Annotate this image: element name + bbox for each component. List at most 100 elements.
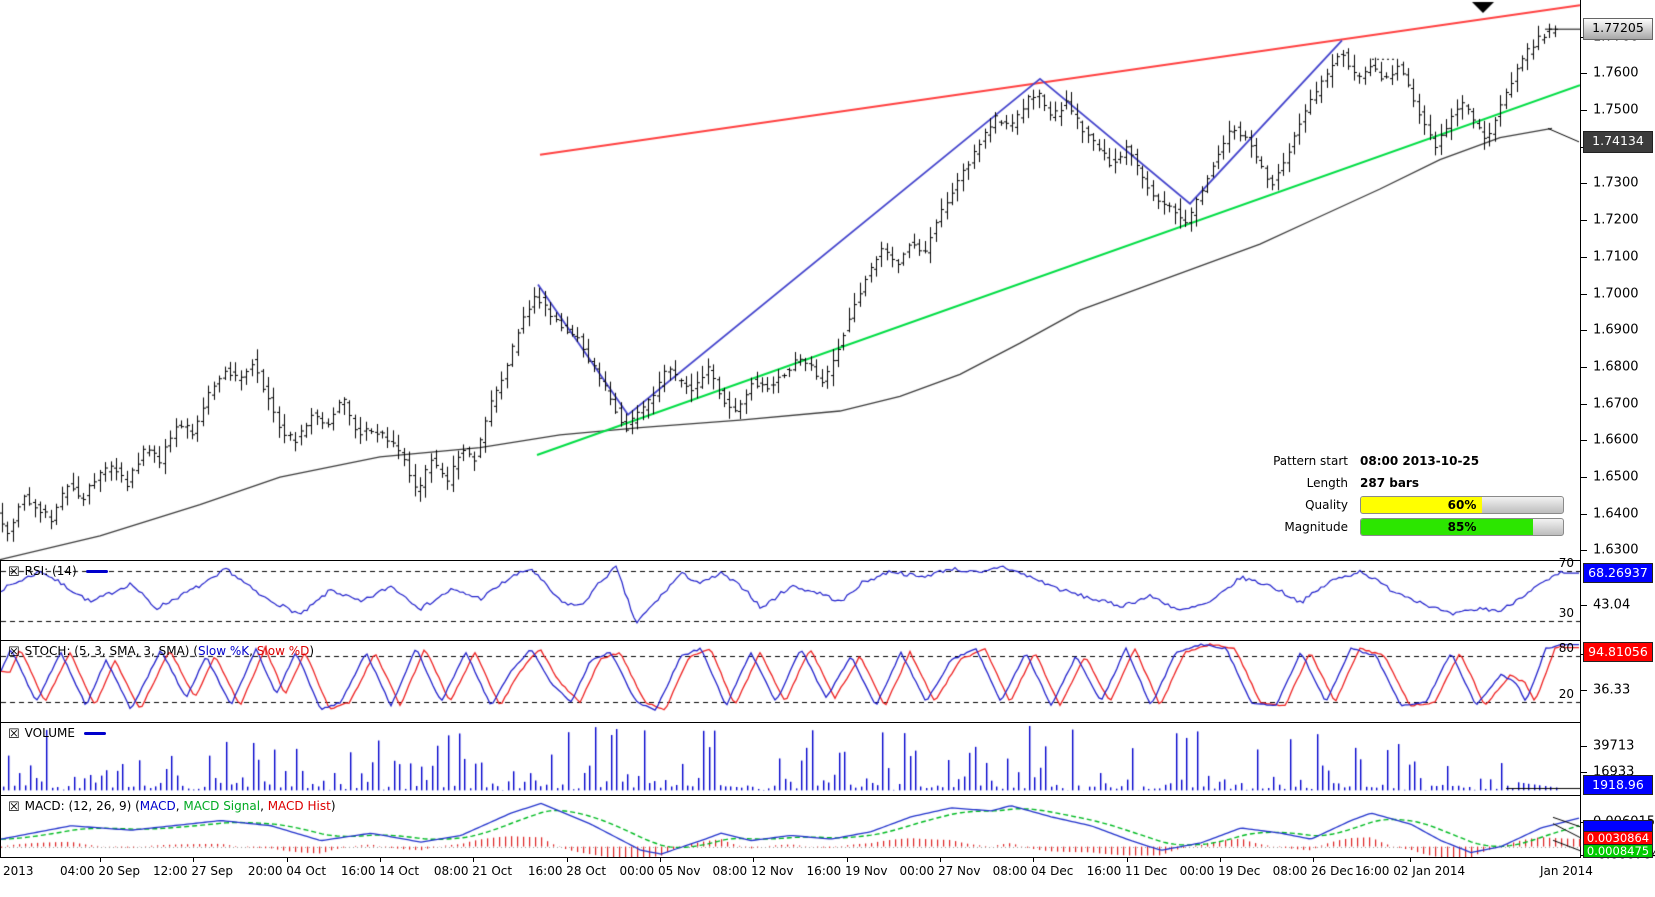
axis-tick-label: 1.6300 <box>1593 542 1639 558</box>
axis-tick-mark <box>1581 690 1587 691</box>
time-axis-label: 04:00 20 Sep <box>59 864 141 878</box>
axis-tick-label: 1.7200 <box>1593 212 1639 228</box>
rsi-legend: ☒ RSI: (14) <box>8 564 108 580</box>
level-label: 80 <box>1558 641 1574 656</box>
rsi-visibility-checkbox[interactable]: ☒ <box>8 565 20 580</box>
volume-visibility-checkbox[interactable]: ☒ <box>8 727 20 742</box>
level-label: 20 <box>1558 687 1574 702</box>
axis-tick-label: 1.6800 <box>1593 359 1639 375</box>
time-axis-tick <box>1220 858 1221 862</box>
time-axis-tick <box>940 858 941 862</box>
level-label: 30 <box>1558 606 1574 620</box>
axis-tick-label: 1.7600 <box>1593 65 1639 81</box>
rsi-chart-canvas[interactable] <box>1 561 1581 640</box>
time-axis-label: 16:00 11 Dec <box>1086 864 1168 878</box>
legend-part: MACD <box>139 799 176 813</box>
time-axis-label: 16:00 02 Jan 2014 <box>1354 864 1466 878</box>
time-axis-tick <box>1033 858 1034 862</box>
axis-tick-mark <box>1581 772 1587 773</box>
legend-part: ) <box>309 644 315 658</box>
axis-tick-mark <box>1581 514 1587 515</box>
axis-tick-label: 1.7300 <box>1593 175 1639 191</box>
axis-tick-label: 1.6700 <box>1593 396 1639 412</box>
volume-chart-canvas[interactable] <box>1 723 1581 795</box>
pattern-magnitude-row: Magnitude 85% <box>1218 517 1568 536</box>
time-axis-label: 08:00 26 Dec <box>1272 864 1354 878</box>
pattern-quality-row: Quality 60% <box>1218 495 1568 514</box>
time-axis-label: 00:00 19 Dec <box>1179 864 1261 878</box>
time-axis-tick <box>287 858 288 862</box>
pattern-start-label: Pattern start <box>1273 453 1348 468</box>
axis-tick-mark <box>1581 294 1587 295</box>
volume-legend-title: VOLUME <box>24 726 75 740</box>
time-axis-label: 16:00 19 Nov <box>806 864 888 878</box>
time-axis-tick <box>1127 858 1128 862</box>
magnitude-progress-fill <box>1361 518 1533 535</box>
rsi-line-swatch <box>85 570 108 573</box>
macd-chart-canvas[interactable] <box>1 796 1581 857</box>
time-axis-tick <box>193 858 194 862</box>
axis-tick-label: 36.33 <box>1593 682 1631 698</box>
time-axis-tick <box>1313 858 1314 862</box>
magnitude-progress-bar: 85% <box>1360 517 1564 536</box>
legend-part: , <box>249 644 257 658</box>
legend-part: STOCH: (5, 3, SMA, 3, SMA) ( <box>24 644 198 658</box>
stochastic-legend: ☒ STOCH: (5, 3, SMA, 3, SMA) (Slow %K, Sl… <box>8 644 315 660</box>
axis-tick-label: 1.6600 <box>1593 432 1639 448</box>
price-chart-canvas[interactable] <box>0 0 1580 560</box>
axis-tick-mark <box>1581 73 1587 74</box>
axis-tick-mark <box>1581 605 1587 606</box>
pattern-magnitude-label: Magnitude <box>1284 519 1348 534</box>
level-label: 70 <box>1558 556 1574 570</box>
axis-tick-mark <box>1581 550 1587 551</box>
time-axis: 2013 04:00 20 Sep 12:00 27 Sep 20:00 04 Oct… <box>0 858 1655 897</box>
time-axis-label: Jan 2014 <box>1540 864 1593 878</box>
right-price-axis: 1.77001.76001.75001.74001.73001.72001.71… <box>1581 0 1655 897</box>
axis-tick-mark <box>1581 183 1587 184</box>
rsi-legend-title: RSI: (14) <box>24 564 77 578</box>
legend-part: MACD: (12, 26, 9) ( <box>24 799 140 813</box>
quality-progress-bar: 60% <box>1360 495 1564 514</box>
axis-tick-label: 1.6500 <box>1593 469 1639 485</box>
legend-part: MACD Signal <box>183 799 261 813</box>
axis-tick-label: 39713 <box>1593 738 1635 754</box>
macd-visibility-checkbox[interactable]: ☒ <box>8 800 20 815</box>
pattern-length-label: Length <box>1306 475 1348 490</box>
legend-part: Slow %D <box>256 644 310 658</box>
volume-legend: ☒ VOLUME <box>8 726 106 742</box>
quality-progress-fill <box>1361 496 1483 513</box>
pattern-start-row: Pattern start 08:00 2013-10-25 <box>1218 452 1568 469</box>
axis-tick-mark <box>1581 746 1587 747</box>
pattern-quality-label: Quality <box>1305 497 1348 512</box>
time-axis-label: 16:00 14 Oct <box>340 864 420 878</box>
time-axis-tick <box>380 858 381 862</box>
time-axis-tick <box>1410 858 1411 862</box>
time-axis-tick <box>753 858 754 862</box>
legend-part: ) <box>330 799 336 813</box>
time-axis-label: 00:00 05 Nov <box>619 864 701 878</box>
axis-value-tag: 1918.96 <box>1583 775 1653 795</box>
volume-bar-swatch <box>83 732 106 735</box>
legend-part: , <box>260 799 268 813</box>
legend-part: MACD Hist <box>267 799 331 813</box>
legend-part: , <box>175 799 184 813</box>
time-axis-label: 08:00 12 Nov <box>712 864 794 878</box>
axis-value-tag: 94.81056 <box>1583 642 1653 662</box>
stochastic-panel: ☒ STOCH: (5, 3, SMA, 3, SMA) (Slow %K, Sl… <box>0 641 1581 723</box>
time-axis-label: 00:00 27 Nov <box>899 864 981 878</box>
price-panel: Pattern start 08:00 2013-10-25 Length 28… <box>0 0 1581 561</box>
time-axis-label: 2013 <box>3 864 34 878</box>
axis-value-tag: 1.77205 <box>1583 18 1653 40</box>
axis-tick-mark <box>1581 110 1587 111</box>
pattern-info-box: Pattern start 08:00 2013-10-25 Length 28… <box>1218 452 1568 540</box>
stochastic-chart-canvas[interactable] <box>1 641 1581 722</box>
legend-part: Slow %K <box>197 644 250 658</box>
magnitude-percent: 85% <box>1447 519 1477 534</box>
axis-tick-mark <box>1581 367 1587 368</box>
stochastic-visibility-checkbox[interactable]: ☒ <box>8 645 20 660</box>
time-axis-label: 16:00 28 Oct <box>527 864 607 878</box>
rsi-panel: ☒ RSI: (14) 70 30 <box>0 556 1581 641</box>
axis-tick-label: 1.7500 <box>1593 102 1639 118</box>
time-axis-tick <box>473 858 474 862</box>
axis-tick-label: 1.7000 <box>1593 286 1639 302</box>
